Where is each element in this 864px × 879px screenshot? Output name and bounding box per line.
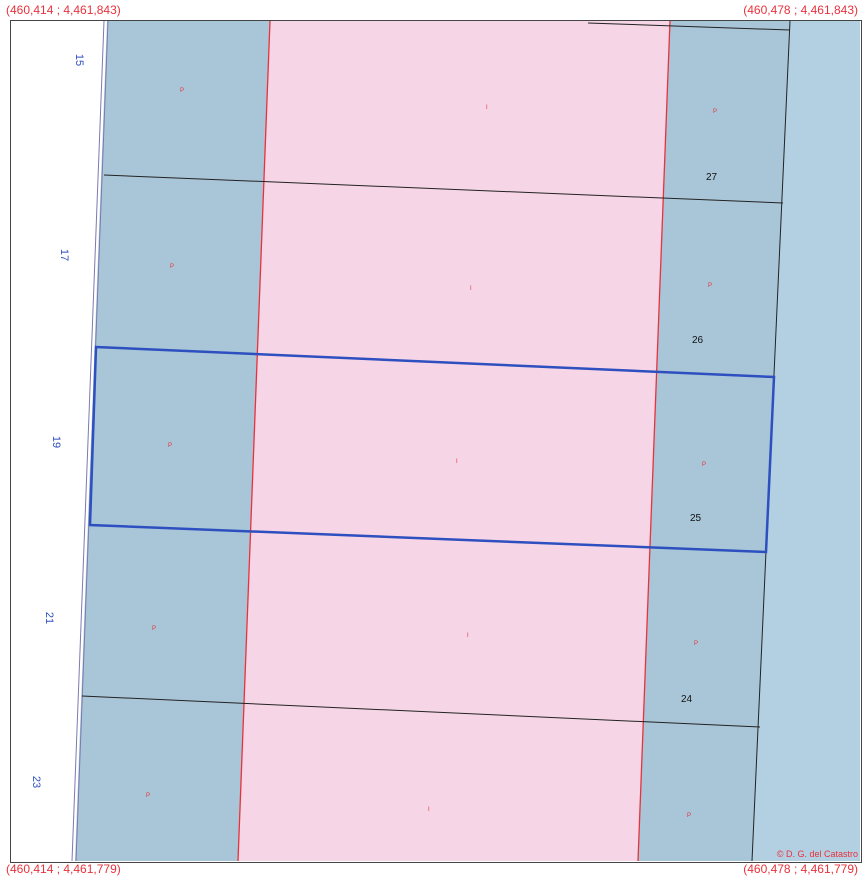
use-code-right: P: [713, 109, 717, 115]
street-number: 21: [43, 612, 55, 624]
street-number: 23: [30, 776, 42, 788]
top-right-edge: [587, 22, 791, 31]
use-code-left: P: [170, 264, 174, 270]
street-number: 19: [50, 436, 62, 448]
road-edge-right: [637, 20, 671, 862]
use-code-right: P: [702, 462, 706, 468]
use-code-left: P: [168, 443, 172, 449]
use-code-road: I: [486, 105, 488, 111]
coordinate-top-left: (460,414 ; 4,461,843): [6, 3, 121, 17]
parcel-boundary: [81, 695, 761, 728]
use-code-road: I: [428, 807, 430, 813]
parcel-number: 26: [692, 335, 704, 346]
use-code-left: P: [180, 88, 184, 94]
use-code-road: I: [467, 633, 469, 639]
left-parcels: [75, 21, 270, 861]
parcel-number: 25: [690, 513, 702, 524]
coordinate-bottom-right: (460,478 ; 4,461,779): [743, 862, 858, 876]
street-number: 15: [73, 54, 85, 66]
parcel-number: 27: [706, 172, 718, 183]
street-number: 17: [58, 249, 70, 261]
right-parcels: [638, 21, 790, 861]
road-area: [238, 21, 670, 861]
use-code-road: I: [456, 459, 458, 465]
coordinate-bottom-left: (460,414 ; 4,461,779): [6, 862, 121, 876]
parcel-boundary: [103, 174, 784, 204]
coordinate-top-right: (460,478 ; 4,461,843): [743, 3, 858, 17]
use-code-right: P: [694, 641, 698, 647]
credit-label: © D. G. del Catastro: [777, 849, 858, 859]
use-code-right: P: [687, 813, 691, 819]
highlighted-parcel[interactable]: [88, 345, 776, 554]
road-edge-left: [237, 20, 271, 862]
parcel-number: 24: [681, 694, 693, 705]
cadastral-map-frame: [10, 20, 862, 863]
use-code-left: P: [152, 626, 156, 632]
left-boundary-outer: [71, 20, 105, 862]
use-code-left: P: [146, 793, 150, 799]
use-code-right: P: [708, 283, 712, 289]
use-code-road: I: [470, 286, 472, 292]
right-area: [752, 21, 860, 861]
